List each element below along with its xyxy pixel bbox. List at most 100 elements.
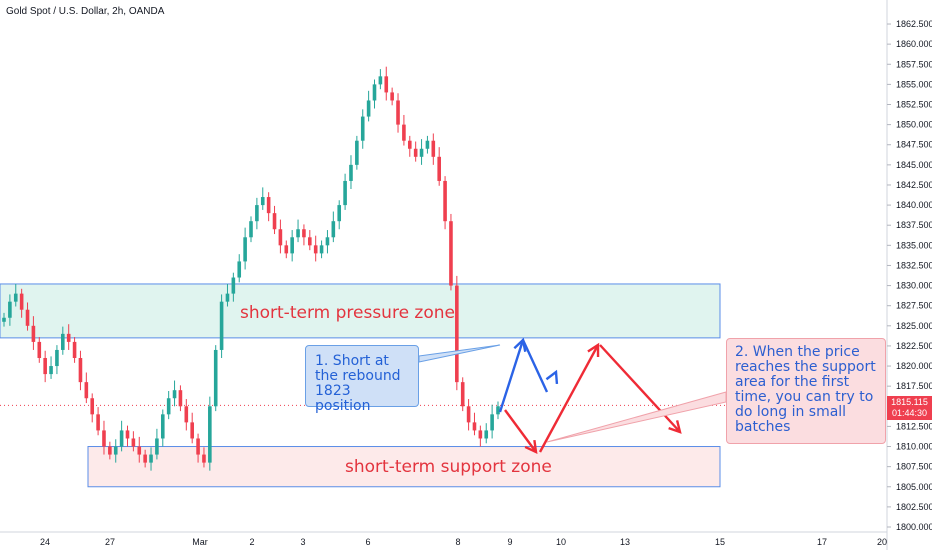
candle-body bbox=[225, 293, 230, 302]
x-tick-label: 10 bbox=[556, 537, 566, 547]
candle-body bbox=[113, 446, 118, 455]
candle-body bbox=[202, 454, 206, 463]
candle-body bbox=[296, 229, 300, 238]
y-tick-label: 1822.500 bbox=[896, 341, 932, 351]
y-tick-label: 1850.000 bbox=[896, 120, 932, 130]
y-tick-label: 1800.000 bbox=[896, 522, 932, 532]
candle-body bbox=[402, 124, 406, 141]
candle-body bbox=[25, 309, 30, 326]
candle-body bbox=[2, 317, 6, 322]
candle-body bbox=[108, 446, 112, 455]
y-tick-label: 1842.500 bbox=[896, 180, 932, 190]
candle-body bbox=[490, 414, 494, 431]
candle-body bbox=[61, 333, 65, 350]
x-tick-label: 3 bbox=[300, 537, 305, 547]
candle-body bbox=[31, 325, 36, 342]
candle-body bbox=[96, 414, 100, 431]
second-down-arrow-path bbox=[599, 344, 681, 433]
y-tick-label: 1837.500 bbox=[896, 220, 932, 230]
up-arrow-head bbox=[587, 342, 600, 358]
candle-body bbox=[496, 406, 500, 415]
note1-pointer bbox=[418, 344, 501, 363]
candle-body bbox=[455, 285, 459, 383]
short-note: 1. Short at the rebound 1823 position bbox=[305, 345, 419, 414]
candle-body bbox=[331, 221, 336, 238]
candle-body bbox=[355, 140, 359, 165]
candle-body bbox=[443, 180, 447, 222]
y-tick-label: 1845.000 bbox=[896, 160, 932, 170]
candle-body bbox=[284, 245, 289, 254]
candle-body bbox=[13, 293, 18, 302]
candle-body bbox=[219, 301, 224, 350]
candle-body bbox=[460, 382, 465, 407]
y-tick-label: 1855.000 bbox=[896, 79, 932, 89]
candle-body bbox=[184, 406, 189, 423]
candle-body bbox=[449, 221, 453, 286]
candle-body bbox=[196, 438, 200, 455]
y-axis: 1862.500 1860.000 1857.500 1855.000 1852.500… bbox=[886, 0, 932, 550]
support-zone-label: short-term support zone bbox=[345, 457, 552, 477]
y-tick-label: 1827.500 bbox=[896, 301, 932, 311]
candle-body bbox=[319, 245, 324, 254]
y-tick-label: 1830.000 bbox=[896, 281, 932, 291]
candle-body bbox=[313, 245, 318, 254]
candle-body bbox=[384, 76, 389, 93]
candle-body bbox=[231, 277, 236, 294]
y-tick-label: 1825.000 bbox=[896, 321, 932, 331]
candle-body bbox=[419, 148, 424, 157]
candle-body bbox=[343, 180, 347, 206]
candle-body bbox=[43, 358, 47, 375]
chart-title: Gold Spot / U.S. Dollar, 2h, OANDA bbox=[6, 6, 165, 17]
candle-body bbox=[208, 406, 212, 463]
candle-body bbox=[484, 430, 489, 439]
candle-body bbox=[155, 438, 159, 455]
short-arrow-head-up bbox=[513, 337, 527, 353]
candle-body bbox=[378, 76, 383, 85]
y-tick-label: 1812.500 bbox=[896, 421, 932, 431]
x-tick-label: 17 bbox=[817, 537, 827, 547]
candle-body bbox=[290, 237, 294, 254]
up-arrow-path bbox=[538, 344, 600, 453]
candle-body bbox=[84, 382, 89, 399]
candle-body bbox=[243, 237, 247, 262]
candle-body bbox=[78, 358, 83, 383]
candle-body bbox=[137, 446, 142, 455]
x-tick-label: 20 bbox=[877, 537, 887, 547]
candle-body bbox=[143, 454, 147, 463]
y-tick-label: 1817.500 bbox=[896, 381, 932, 391]
candle-body bbox=[19, 293, 24, 310]
zones bbox=[0, 283, 887, 488]
countdown: 01:44:30 bbox=[891, 408, 928, 418]
candle-body bbox=[249, 221, 253, 238]
y-tick-label: 1807.500 bbox=[896, 462, 932, 472]
candle-body bbox=[372, 84, 377, 101]
down-arrow-head bbox=[524, 439, 538, 455]
candle-body bbox=[125, 430, 130, 439]
arrows bbox=[418, 337, 727, 455]
candle-body bbox=[413, 148, 418, 157]
candle-body bbox=[55, 349, 59, 367]
y-tick-label: 1802.500 bbox=[896, 502, 932, 512]
candle-body bbox=[237, 261, 242, 278]
candle-body bbox=[337, 205, 342, 222]
candle-body bbox=[37, 341, 42, 358]
candle-body bbox=[8, 301, 12, 318]
candle-body bbox=[172, 390, 177, 399]
y-tick-label: 1840.000 bbox=[896, 200, 932, 210]
x-tick-label: Mar bbox=[192, 537, 208, 547]
candle-body bbox=[349, 164, 353, 181]
y-tick-label: 1832.500 bbox=[896, 260, 932, 270]
candle-body bbox=[213, 349, 218, 407]
candle-body bbox=[407, 140, 412, 149]
y-tick-label: 1820.000 bbox=[896, 361, 932, 371]
candle-body bbox=[472, 422, 477, 431]
candle-body bbox=[266, 197, 271, 214]
candle-body bbox=[102, 430, 106, 447]
candle-body bbox=[366, 100, 371, 117]
candle-body bbox=[72, 341, 77, 358]
candle-body bbox=[119, 430, 124, 447]
y-tick-label: 1860.000 bbox=[896, 39, 932, 49]
short-arrow-head bbox=[545, 369, 559, 385]
candle-body bbox=[272, 213, 277, 230]
